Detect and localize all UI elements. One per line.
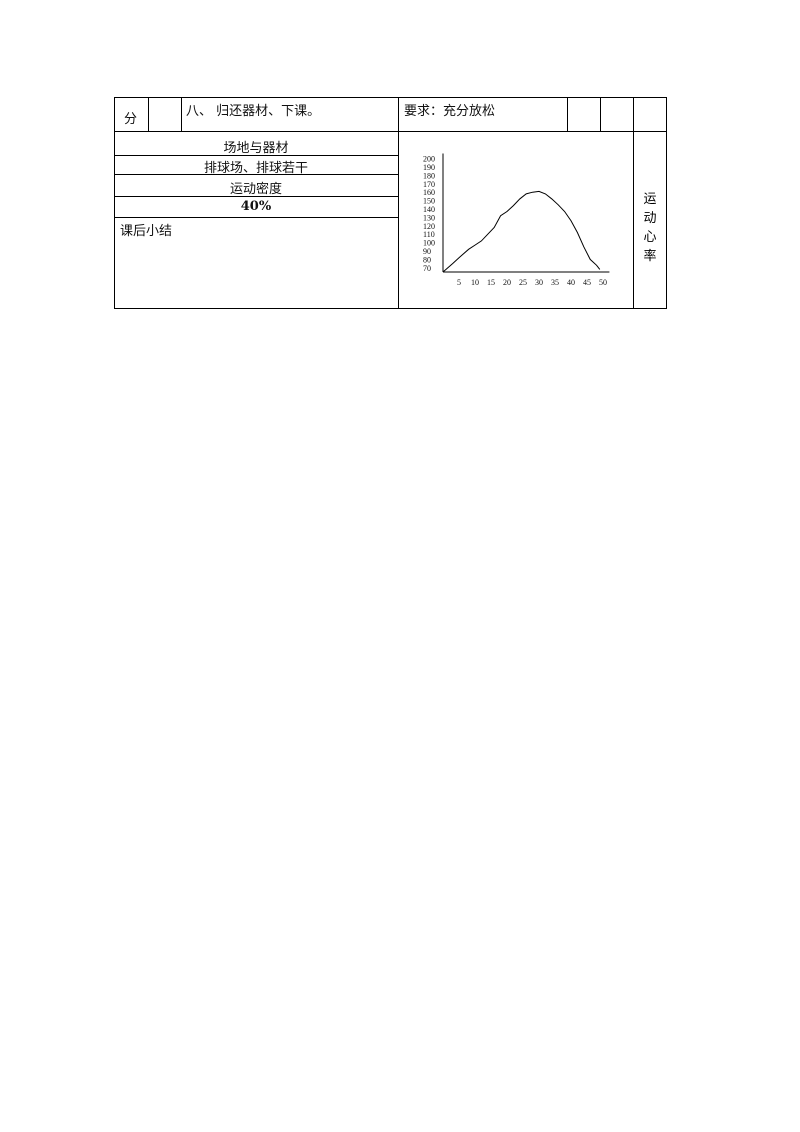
y-tick-label: 180	[423, 171, 435, 180]
x-tick-label: 10	[471, 278, 479, 287]
y-tick-label: 150	[423, 197, 435, 206]
y-tick-label: 80	[423, 255, 431, 264]
y-tick-label: 200	[423, 155, 435, 164]
density-value: 40%	[240, 199, 272, 214]
y-tick-label: 190	[423, 163, 435, 172]
y-tick-label: 110	[423, 230, 435, 239]
density-header: 运动密度	[229, 182, 282, 197]
heart-rate-label: 运动心率	[643, 192, 657, 264]
lesson-table	[114, 97, 667, 309]
y-tick-label: 140	[423, 205, 435, 214]
venue-header: 场地与器材	[223, 141, 289, 156]
x-tick-label: 5	[457, 278, 461, 287]
x-tick-label: 45	[583, 278, 591, 287]
row-label-cell: 分	[124, 112, 138, 127]
x-tick-label: 35	[551, 278, 559, 287]
y-tick-label: 100	[423, 239, 435, 248]
y-tick-label: 90	[423, 247, 431, 256]
y-tick-label: 130	[423, 213, 435, 222]
x-tick-label: 40	[567, 278, 575, 287]
venue-value: 排球场、排球若干	[203, 161, 308, 176]
x-tick-label: 15	[487, 278, 495, 287]
y-tick-label: 70	[423, 264, 431, 273]
x-tick-label: 20	[503, 278, 511, 287]
y-tick-label: 120	[423, 222, 435, 231]
x-tick-label: 25	[519, 278, 527, 287]
heart-rate-line	[442, 190, 601, 273]
x-tick-label: 50	[599, 278, 607, 287]
summary-label: 课后小结	[120, 224, 173, 239]
step-text: 八、 归还器材、下课。	[186, 104, 321, 119]
x-tick-label: 30	[535, 278, 543, 287]
requirement-text: 要求：充分放松	[404, 104, 496, 119]
y-tick-label: 160	[423, 188, 435, 197]
y-tick-label: 170	[423, 180, 435, 189]
